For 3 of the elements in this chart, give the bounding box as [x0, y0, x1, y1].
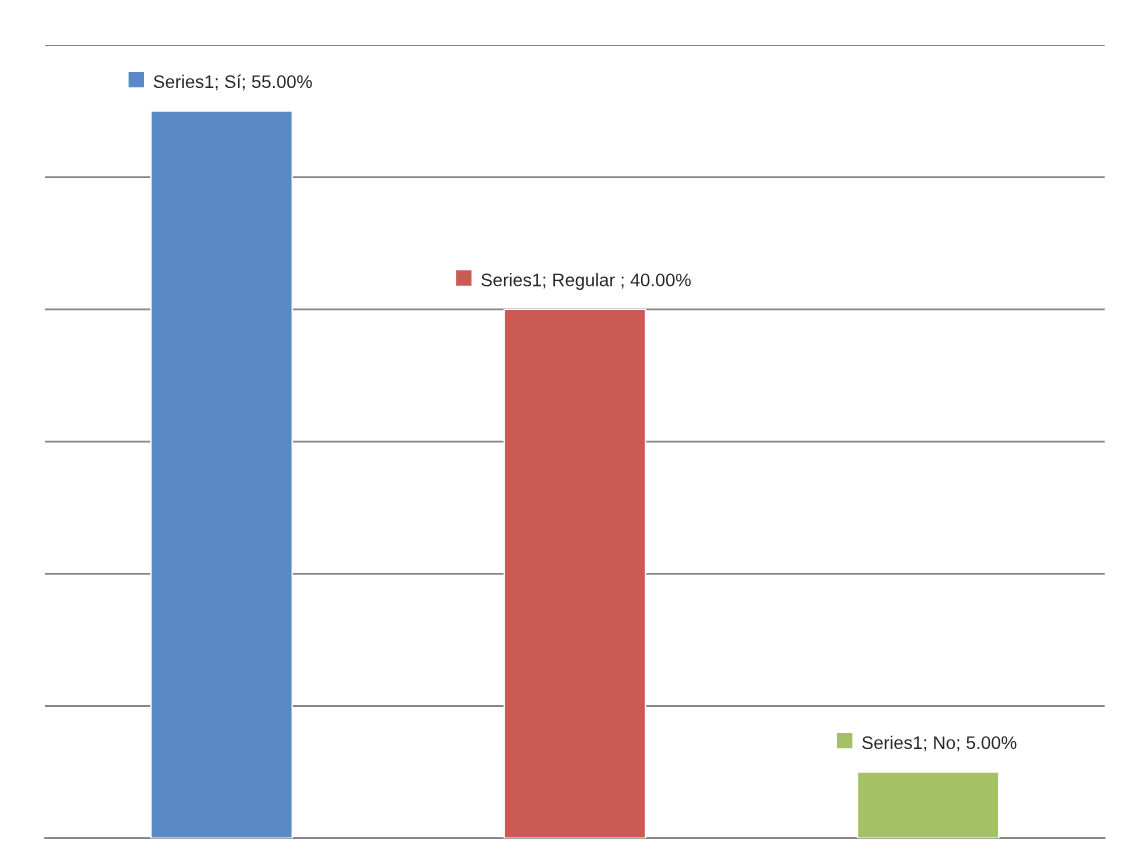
data-label: Series1; No; 5.00% [862, 735, 1017, 752]
data-label: Series1; Sí; 55.00% [153, 74, 312, 91]
data-label: Series1; Regular ; 40.00% [481, 273, 691, 290]
